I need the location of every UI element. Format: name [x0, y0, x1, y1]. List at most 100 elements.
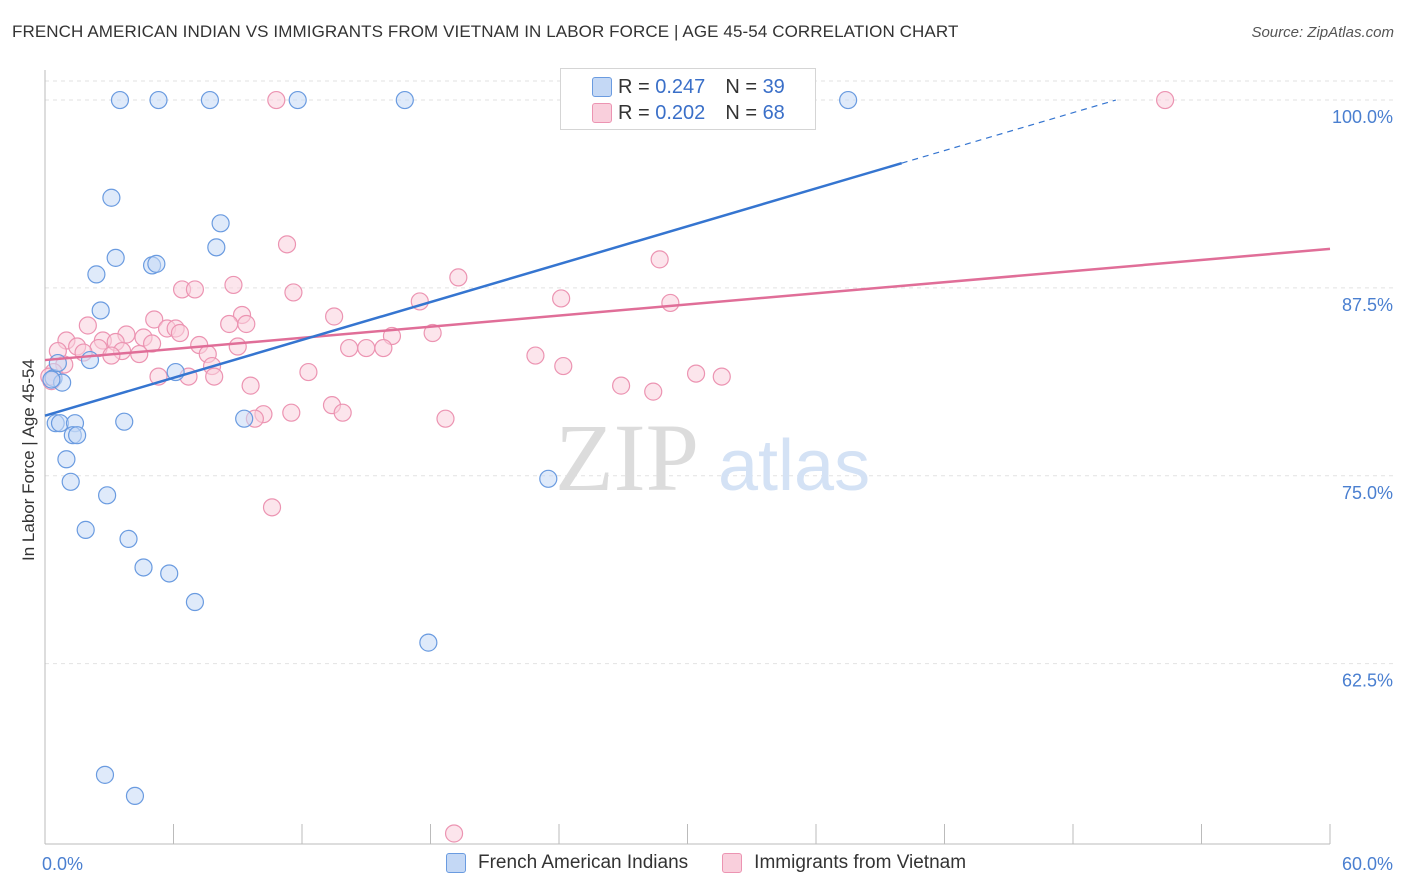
- data-point: [95, 765, 115, 784]
- data-point: [1155, 90, 1175, 110]
- trend-line-vietnam: [44, 247, 1331, 362]
- data-point: [288, 90, 307, 110]
- data-point: [91, 301, 110, 320]
- legend-item-french-american-indians: French American Indians: [446, 852, 688, 874]
- trend-line-french-american-indians: [44, 161, 903, 417]
- data-point: [102, 188, 121, 207]
- legend-row-french-american-indians: R = 0.247 N = 39: [592, 74, 785, 100]
- data-point: [374, 338, 393, 358]
- data-point: [110, 90, 130, 110]
- data-point: [423, 323, 442, 343]
- y-tick-label: 75.0%: [1342, 483, 1393, 503]
- data-point: [299, 362, 318, 382]
- data-point: [228, 337, 247, 356]
- data-point: [661, 293, 680, 313]
- y-tick-label: 62.5%: [1342, 671, 1393, 691]
- data-point: [134, 558, 153, 577]
- data-point: [325, 307, 344, 326]
- data-point: [419, 633, 438, 652]
- data-point: [87, 265, 106, 284]
- legend-swatch-blue: [446, 853, 466, 873]
- data-point: [185, 592, 205, 612]
- legend-row-immigrants-from-vietnam: R = 0.202 N = 68: [592, 100, 785, 126]
- legend-swatch-pink: [592, 103, 612, 123]
- watermark-zip: ZIP: [555, 404, 699, 511]
- data-point: [262, 498, 282, 517]
- data-point: [130, 344, 149, 364]
- data-point: [185, 280, 205, 299]
- data-point: [125, 786, 145, 806]
- data-point: [149, 90, 168, 110]
- chart-title: FRENCH AMERICAN INDIAN VS IMMIGRANTS FRO…: [12, 22, 959, 41]
- data-point: [68, 426, 87, 445]
- legend-swatch-pink: [722, 853, 743, 873]
- n-label: N =: [725, 101, 757, 124]
- data-point: [395, 90, 414, 110]
- data-point: [220, 314, 239, 334]
- data-point: [357, 338, 376, 358]
- n-value: 68: [762, 101, 785, 124]
- data-point: [436, 409, 455, 428]
- data-point: [552, 289, 571, 308]
- data-point: [235, 409, 254, 428]
- data-point: [712, 367, 731, 386]
- data-point: [612, 376, 631, 395]
- data-point: [207, 238, 226, 257]
- data-point: [170, 323, 190, 343]
- watermark-atlas: atlas: [718, 426, 870, 506]
- data-point: [61, 472, 80, 491]
- data-point: [57, 450, 76, 469]
- x-tick-label: 0.0%: [42, 854, 83, 874]
- data-point: [48, 353, 67, 373]
- legend-swatch-blue: [592, 77, 612, 97]
- data-point: [282, 403, 301, 422]
- trend-line-extension: [901, 99, 1117, 164]
- tick-labels: 62.5% 75.0% 87.5% 100.0% 0.0% 60.0%: [42, 107, 1393, 874]
- data-point: [98, 486, 117, 505]
- data-point: [539, 469, 558, 488]
- n-value: 39: [762, 75, 785, 98]
- data-point: [106, 248, 125, 267]
- data-point: [205, 367, 224, 386]
- data-point: [224, 275, 243, 295]
- series-french-american-indian-points: [42, 90, 858, 806]
- axes: [44, 70, 1331, 845]
- data-point: [115, 412, 134, 431]
- correlation-legend: R = 0.247 N = 39 R = 0.202 N = 68: [560, 68, 816, 130]
- data-point: [42, 370, 61, 389]
- data-point: [333, 403, 352, 422]
- data-point: [686, 364, 706, 383]
- data-point: [145, 310, 164, 329]
- data-point: [644, 382, 663, 401]
- data-point: [267, 90, 286, 110]
- legend-item-immigrants-from-vietnam: Immigrants from Vietnam: [722, 852, 966, 874]
- data-point: [78, 316, 97, 335]
- data-point: [444, 824, 464, 843]
- data-point: [277, 235, 297, 254]
- data-point: [554, 356, 573, 376]
- data-point: [147, 254, 166, 273]
- data-point: [650, 250, 669, 269]
- trend-lines: [44, 99, 1331, 417]
- data-point: [211, 214, 230, 233]
- series-legend: French American Indians Immigrants from …: [446, 852, 1000, 874]
- data-point: [80, 350, 100, 370]
- r-value: 0.202: [655, 101, 706, 124]
- y-tick-label: 100.0%: [1332, 107, 1393, 127]
- r-label: R =: [618, 101, 650, 124]
- r-label: R =: [618, 75, 650, 98]
- data-point: [340, 338, 359, 358]
- data-point: [284, 283, 303, 302]
- data-point: [119, 529, 138, 549]
- data-point: [449, 268, 468, 287]
- data-point: [241, 376, 260, 395]
- x-tick-label: 60.0%: [1342, 854, 1393, 874]
- r-value: 0.247: [655, 75, 706, 98]
- data-point: [839, 90, 858, 110]
- legend-label: Immigrants from Vietnam: [754, 852, 967, 873]
- legend-label: French American Indians: [478, 852, 689, 873]
- source-label: Source: ZipAtlas.com: [1251, 24, 1394, 41]
- data-point: [200, 90, 220, 110]
- data-point: [237, 314, 256, 334]
